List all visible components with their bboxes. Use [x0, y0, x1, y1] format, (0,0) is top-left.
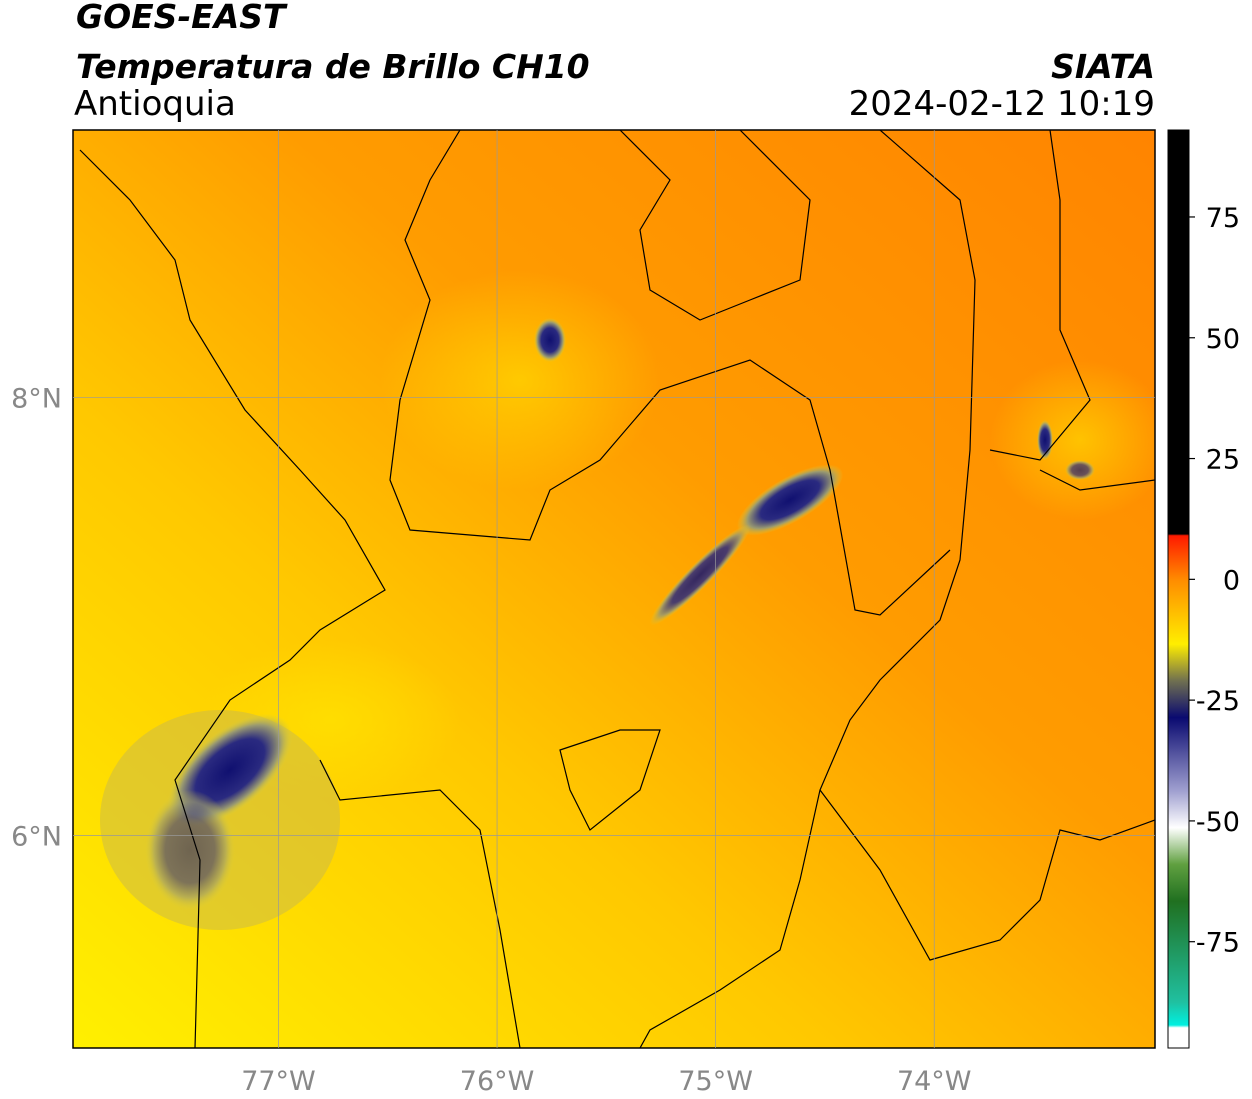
x-tick-label: 77°W — [241, 1066, 316, 1097]
region: Antioquia — [74, 84, 236, 124]
x-tick-label: 74°W — [897, 1066, 972, 1097]
y-tick-label: 8°N — [11, 383, 62, 414]
y-tick-label: 6°N — [11, 821, 62, 852]
colorbar-tick-label: 75 — [1206, 203, 1240, 234]
subtitle: Temperatura de Brillo CH10 — [76, 47, 590, 86]
colorbar — [1167, 129, 1190, 1049]
colorbar-tick-label: 50 — [1206, 324, 1240, 355]
map — [73, 130, 1155, 1048]
x-tick-label: 76°W — [460, 1066, 535, 1097]
colorbar-tick-label: -50 — [1196, 807, 1240, 838]
source: SIATA — [1051, 47, 1155, 86]
map-frame — [72, 129, 1156, 1049]
colorbar-tick-label: -75 — [1196, 928, 1240, 959]
colorbar-tick-label: 0 — [1223, 565, 1240, 596]
title: GOES-EAST — [76, 0, 288, 36]
colorbar-tick-label: -25 — [1196, 686, 1240, 717]
colorbar-tick-label: 25 — [1206, 445, 1240, 476]
datetime: 2024-02-12 10:19 — [849, 84, 1155, 124]
x-tick-label: 75°W — [678, 1066, 753, 1097]
